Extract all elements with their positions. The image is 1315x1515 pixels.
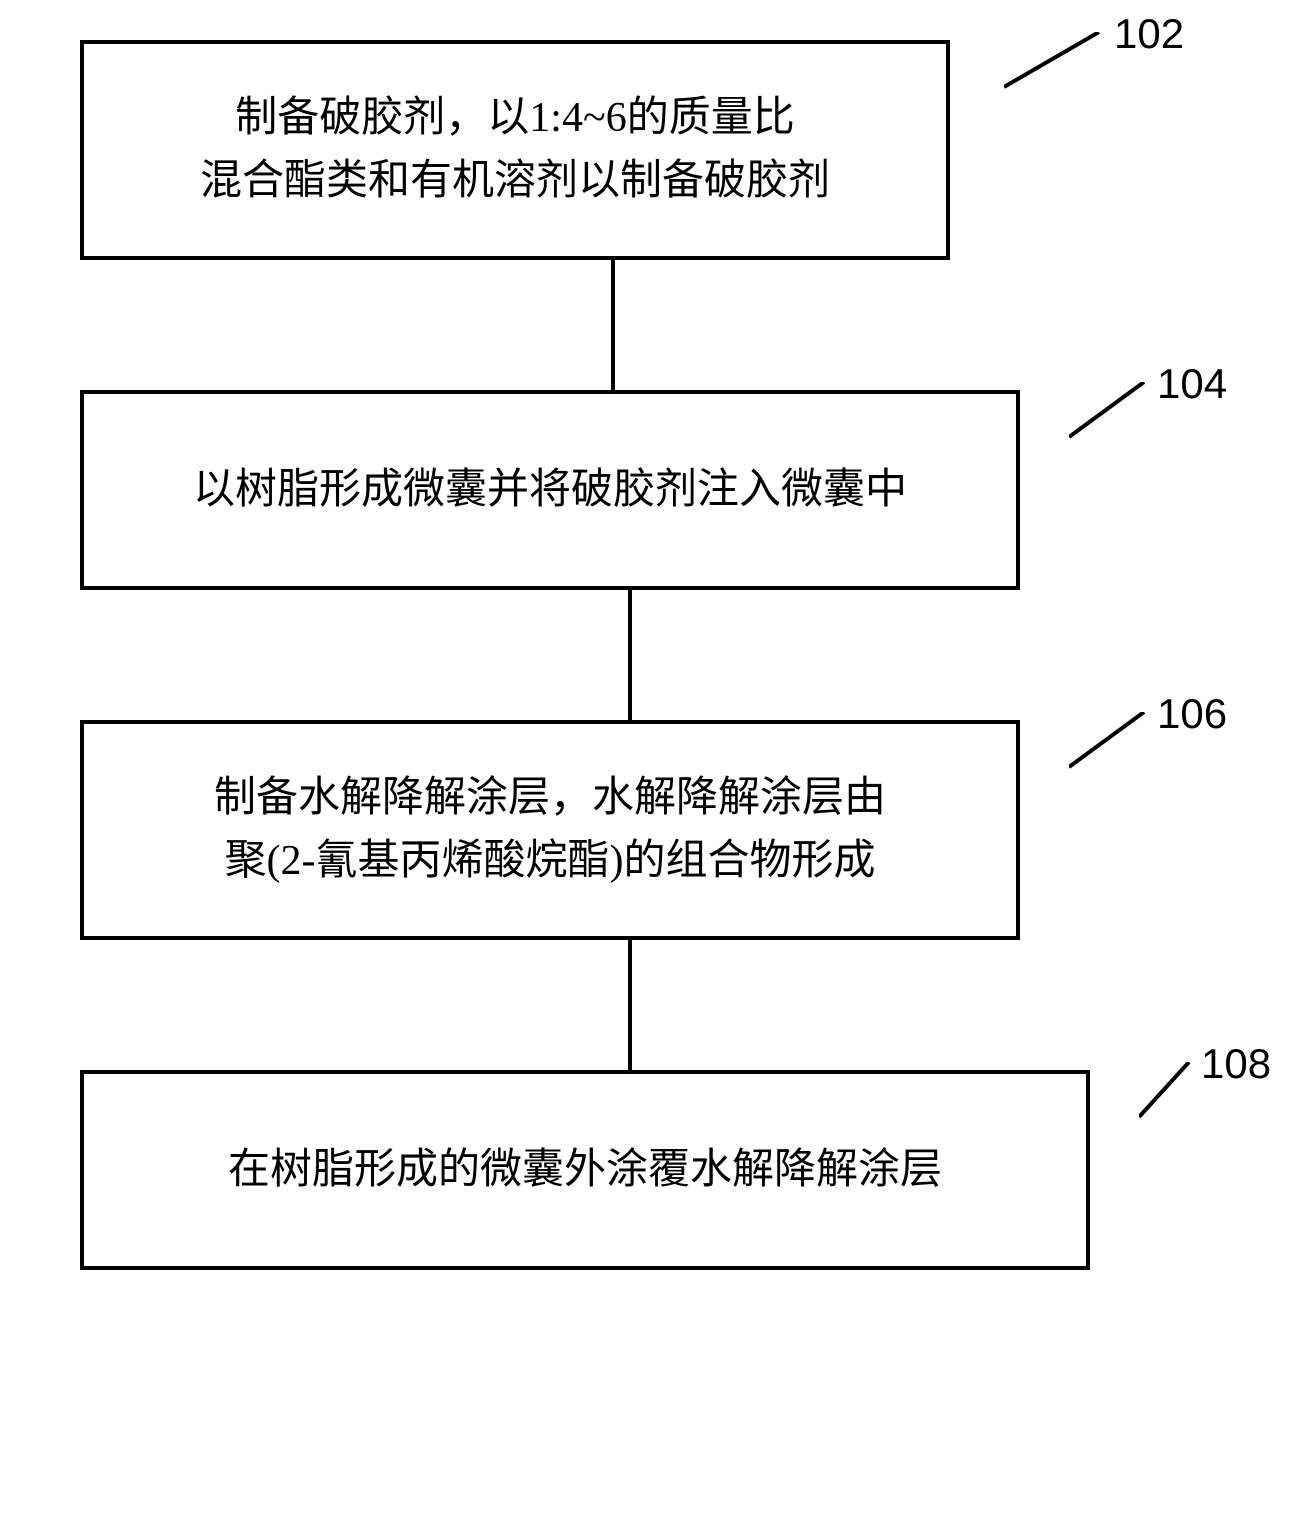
step-108-label-group: 108 bbox=[1139, 1062, 1289, 1132]
step-106-label: 106 bbox=[1157, 690, 1227, 738]
step-104-label-group: 104 bbox=[1069, 382, 1219, 452]
step-106-text-line2: 聚(2-氰基丙烯酸烷酯)的组合物形成 bbox=[225, 830, 876, 893]
step-102-text-line2: 混合酯类和有机溶剂以制备破胶剂 bbox=[200, 150, 830, 213]
step-102-container: 制备破胶剂，以1:4~6的质量比 混合酯类和有机溶剂以制备破胶剂 102 bbox=[20, 40, 1295, 260]
step-108-label: 108 bbox=[1201, 1040, 1271, 1088]
step-108-container: 在树脂形成的微囊外涂覆水解降解涂层 108 bbox=[20, 1070, 1295, 1270]
step-104-label: 104 bbox=[1157, 360, 1227, 408]
flowchart: 制备破胶剂，以1:4~6的质量比 混合酯类和有机溶剂以制备破胶剂 102 以树脂… bbox=[20, 40, 1295, 1270]
step-108-box: 在树脂形成的微囊外涂覆水解降解涂层 108 bbox=[80, 1070, 1090, 1270]
step-106-text-line1: 制备水解降解涂层，水解降解涂层由 bbox=[214, 767, 886, 830]
step-106-container: 制备水解降解涂层，水解降解涂层由 聚(2-氰基丙烯酸烷酯)的组合物形成 106 bbox=[20, 720, 1295, 940]
step-104-box: 以树脂形成微囊并将破胶剂注入微囊中 104 bbox=[80, 390, 1020, 590]
step-106-label-group: 106 bbox=[1069, 712, 1219, 782]
step-102-label-group: 102 bbox=[1004, 32, 1154, 102]
step-104-container: 以树脂形成微囊并将破胶剂注入微囊中 104 bbox=[20, 390, 1295, 590]
step-102-label: 102 bbox=[1114, 10, 1184, 58]
step-106-box: 制备水解降解涂层，水解降解涂层由 聚(2-氰基丙烯酸烷酯)的组合物形成 106 bbox=[80, 720, 1020, 940]
step-102-text-line1: 制备破胶剂，以1:4~6的质量比 bbox=[235, 87, 794, 150]
connector-104-106 bbox=[628, 590, 632, 720]
step-108-text-line1: 在树脂形成的微囊外涂覆水解降解涂层 bbox=[228, 1139, 942, 1202]
connector-102-104 bbox=[611, 260, 615, 390]
step-102-box: 制备破胶剂，以1:4~6的质量比 混合酯类和有机溶剂以制备破胶剂 102 bbox=[80, 40, 950, 260]
step-104-text-line1: 以树脂形成微囊并将破胶剂注入微囊中 bbox=[193, 459, 907, 522]
connector-106-108 bbox=[628, 940, 632, 1070]
